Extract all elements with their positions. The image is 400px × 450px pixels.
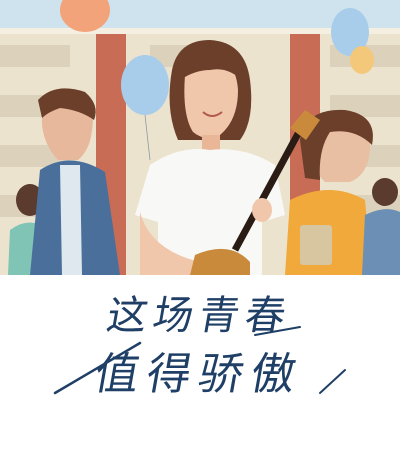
balloon-blue-right-icon — [331, 8, 369, 56]
student-girl-right — [285, 109, 373, 275]
campus-illustration — [0, 0, 400, 275]
balloon-blue-icon — [121, 55, 169, 161]
brush-stroke-left — [53, 341, 142, 395]
balloon-yellow-icon — [350, 46, 374, 74]
calligraphy-strokes — [53, 326, 346, 395]
illustration-svg — [0, 0, 400, 275]
title-area: 这场青春 值得骄傲 — [0, 275, 400, 450]
student-boy-left — [30, 88, 120, 275]
background-student-right — [362, 178, 400, 275]
balloon-orange-icon — [60, 0, 110, 32]
student-girl-guitarist — [135, 40, 320, 275]
brush-stroke-top — [254, 326, 301, 336]
brush-stroke-right — [319, 369, 346, 394]
guitar-head — [290, 110, 320, 140]
guitar-neck — [231, 128, 304, 252]
